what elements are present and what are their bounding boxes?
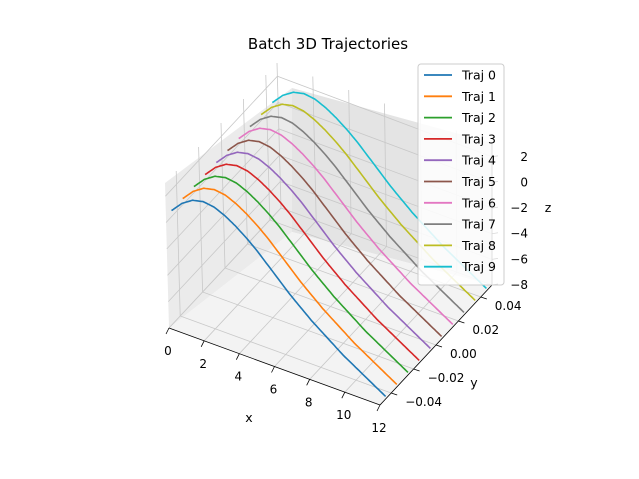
series-line [171, 199, 387, 397]
z-tick-label: −8 [510, 278, 528, 292]
y-tick-label: −0.02 [428, 371, 465, 385]
y-axis-label: y [470, 375, 478, 390]
y-tick-mark [480, 296, 487, 300]
x-tick-mark [235, 353, 240, 360]
series-line [215, 151, 431, 349]
y-tick-label: −0.04 [405, 395, 442, 409]
legend-label: Traj 3 [461, 131, 496, 146]
series-line [227, 139, 443, 337]
y-tick-label: 0.04 [495, 299, 522, 313]
x-tick-label: 4 [234, 370, 242, 384]
tick-labels: 0 2 4 6 8 10 12 −0.04 −0.02 0.00 0.02 0.04 −8 −6 −4 −2 0… [164, 150, 528, 435]
z-axis-label: z [545, 200, 552, 215]
chart-title: Batch 3D Trajectories [248, 35, 408, 53]
y-tick-mark [413, 368, 420, 372]
legend-box [417, 63, 505, 286]
legend-label: Traj 8 [461, 238, 496, 253]
y-tick-label: 0.00 [450, 347, 477, 361]
x-tick-mark [200, 340, 205, 348]
z-tick-label: −2 [510, 201, 528, 215]
y-tick-mark [435, 344, 443, 348]
legend: Traj 0 Traj 1 Traj 2 Traj 3 Traj 4 Traj 5 Traj… [417, 63, 505, 286]
legend-label: Traj 7 [461, 217, 496, 232]
y-tick-mark [391, 392, 398, 396]
x-tick-label: 10 [336, 408, 351, 422]
z-tick-label: −6 [510, 252, 528, 266]
series-line [238, 127, 454, 325]
legend-label: Traj 9 [461, 259, 496, 274]
x-axis-label: x [245, 410, 252, 425]
legend-label: Traj 6 [461, 195, 496, 210]
z-tick-label: −4 [510, 227, 528, 241]
series-line [182, 187, 398, 385]
legend-label: Traj 4 [461, 153, 496, 168]
x-tick-mark [271, 366, 275, 373]
x-tick-mark [376, 404, 381, 412]
pane-x-wall [165, 88, 292, 328]
x-tick-label: 0 [164, 344, 172, 358]
z-tick-label: 2 [520, 150, 528, 164]
x-tick-mark [306, 379, 311, 386]
pane-floor [169, 232, 492, 405]
x-tick-label: 6 [270, 383, 278, 397]
y-tick-mark [458, 320, 465, 324]
y-tick-label: 0.02 [472, 323, 499, 337]
z-tick-label: 0 [520, 176, 528, 190]
x-tick-mark [165, 327, 170, 335]
legend-label: Traj 5 [461, 174, 496, 189]
series-line [204, 163, 420, 361]
x-tick-label: 8 [305, 395, 313, 409]
x-tick-mark [341, 391, 346, 399]
x-tick-label: 2 [199, 357, 207, 371]
series-line [193, 175, 409, 373]
legend-label: Traj 0 [461, 68, 496, 83]
legend-label: Traj 2 [461, 110, 496, 125]
legend-label: Traj 1 [461, 89, 496, 104]
x-tick-label: 12 [371, 421, 386, 435]
